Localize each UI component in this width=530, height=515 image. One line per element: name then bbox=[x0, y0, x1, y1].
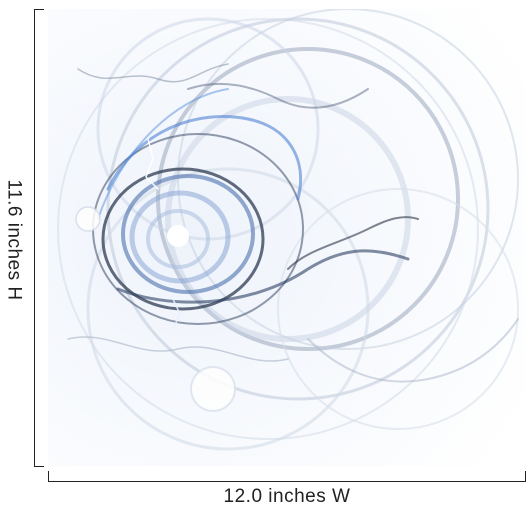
width-dimension-line bbox=[48, 481, 526, 482]
height-dimension-line bbox=[34, 9, 35, 466]
width-dimension-tick-right bbox=[525, 471, 526, 481]
height-dimension-tick-top bbox=[34, 9, 44, 10]
fractal-artwork bbox=[48, 9, 526, 466]
width-label: 12.0 inches W bbox=[223, 486, 351, 507]
height-label: 11.6 inches H bbox=[3, 179, 25, 301]
width-dimension-tick-left bbox=[48, 471, 49, 481]
height-dimension-tick-bottom bbox=[34, 466, 44, 467]
height-label-wrapper: 11.6 inches H bbox=[1, 12, 27, 469]
